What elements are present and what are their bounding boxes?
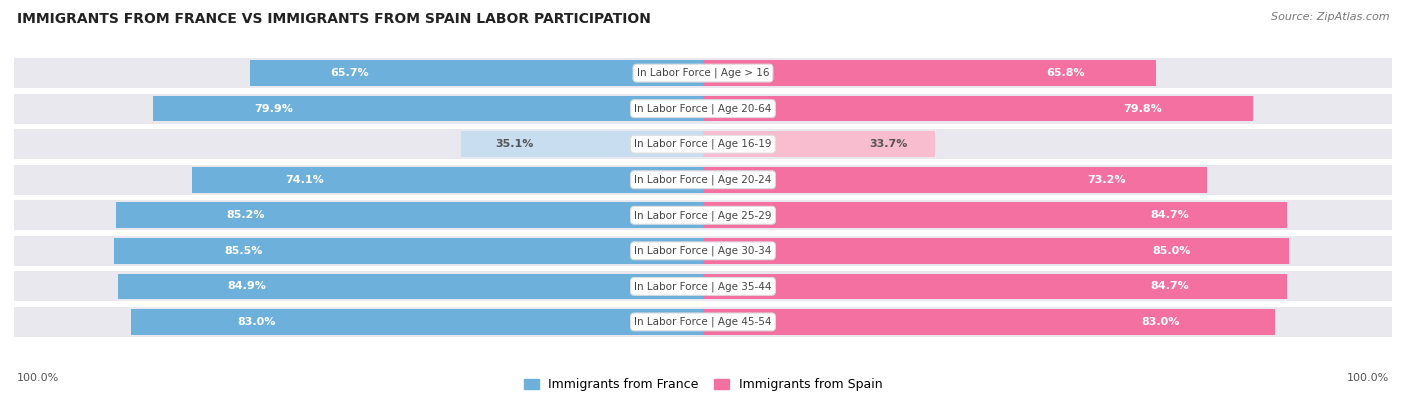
Bar xyxy=(14,307,1392,337)
Text: 83.0%: 83.0% xyxy=(238,317,276,327)
Bar xyxy=(14,200,1392,230)
Bar xyxy=(118,274,703,299)
Text: 100.0%: 100.0% xyxy=(17,373,59,383)
Text: 84.7%: 84.7% xyxy=(1150,210,1189,220)
Bar xyxy=(250,60,703,86)
Bar xyxy=(703,60,1156,86)
Text: IMMIGRANTS FROM FRANCE VS IMMIGRANTS FROM SPAIN LABOR PARTICIPATION: IMMIGRANTS FROM FRANCE VS IMMIGRANTS FRO… xyxy=(17,12,651,26)
Bar xyxy=(703,167,1208,192)
Legend: Immigrants from France, Immigrants from Spain: Immigrants from France, Immigrants from … xyxy=(519,373,887,395)
Text: In Labor Force | Age 25-29: In Labor Force | Age 25-29 xyxy=(634,210,772,220)
Bar xyxy=(14,236,1392,266)
Text: 85.0%: 85.0% xyxy=(1153,246,1191,256)
Text: In Labor Force | Age 30-34: In Labor Force | Age 30-34 xyxy=(634,246,772,256)
Text: 35.1%: 35.1% xyxy=(495,139,533,149)
Text: 65.7%: 65.7% xyxy=(330,68,370,78)
Text: In Labor Force | Age 20-64: In Labor Force | Age 20-64 xyxy=(634,103,772,114)
Bar xyxy=(703,274,1286,299)
Bar xyxy=(14,165,1392,195)
Bar xyxy=(14,94,1392,124)
Bar xyxy=(703,238,1289,263)
Bar xyxy=(152,96,703,121)
Bar xyxy=(114,238,703,263)
Bar xyxy=(703,132,935,157)
Text: 74.1%: 74.1% xyxy=(285,175,325,185)
Bar xyxy=(703,96,1253,121)
Text: 79.9%: 79.9% xyxy=(254,103,292,114)
Text: In Labor Force | Age 16-19: In Labor Force | Age 16-19 xyxy=(634,139,772,149)
Text: In Labor Force | Age 20-24: In Labor Force | Age 20-24 xyxy=(634,175,772,185)
Bar xyxy=(703,203,1286,228)
Bar xyxy=(193,167,703,192)
Text: In Labor Force | Age 35-44: In Labor Force | Age 35-44 xyxy=(634,281,772,292)
Text: 84.9%: 84.9% xyxy=(228,281,266,292)
Text: In Labor Force | Age > 16: In Labor Force | Age > 16 xyxy=(637,68,769,78)
Text: 84.7%: 84.7% xyxy=(1150,281,1189,292)
Text: 85.5%: 85.5% xyxy=(225,246,263,256)
Text: 73.2%: 73.2% xyxy=(1087,175,1126,185)
Bar xyxy=(14,271,1392,301)
Text: 79.8%: 79.8% xyxy=(1123,103,1163,114)
Text: 33.7%: 33.7% xyxy=(869,139,908,149)
Text: 85.2%: 85.2% xyxy=(226,210,264,220)
Text: 100.0%: 100.0% xyxy=(1347,373,1389,383)
Bar xyxy=(14,129,1392,159)
Text: In Labor Force | Age 45-54: In Labor Force | Age 45-54 xyxy=(634,317,772,327)
Bar xyxy=(14,58,1392,88)
Bar xyxy=(117,203,703,228)
Bar xyxy=(131,309,703,335)
Bar xyxy=(703,309,1275,335)
Text: 65.8%: 65.8% xyxy=(1046,68,1085,78)
Text: 83.0%: 83.0% xyxy=(1142,317,1180,327)
Bar xyxy=(461,132,703,157)
Text: Source: ZipAtlas.com: Source: ZipAtlas.com xyxy=(1271,12,1389,22)
